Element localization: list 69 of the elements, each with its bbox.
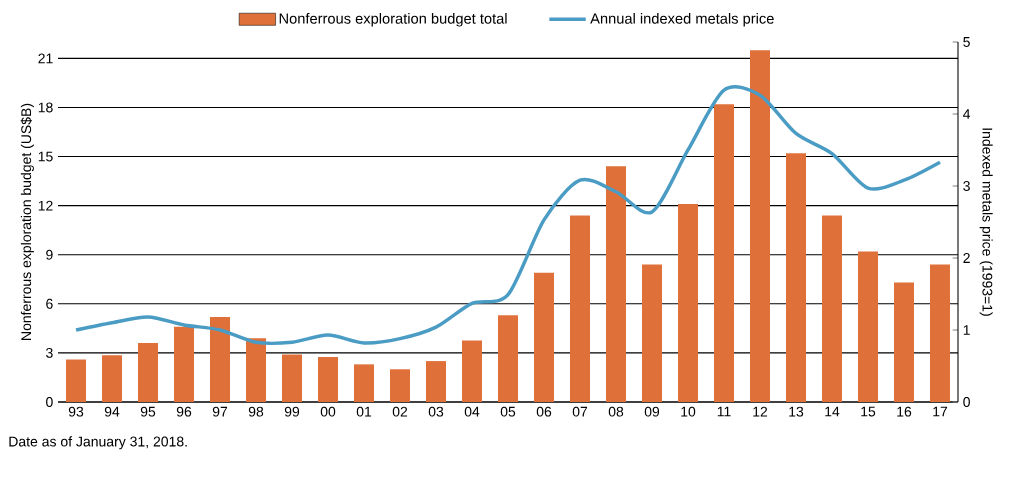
- x-tick-label: 16: [897, 406, 912, 417]
- y2-tick-label: 1: [963, 325, 970, 335]
- bar: [354, 364, 374, 402]
- x-tick-label: 11: [717, 406, 731, 417]
- x-tick-label: 04: [464, 406, 480, 417]
- x-tick-label: 96: [176, 406, 192, 417]
- y-tick-label: 6: [46, 298, 53, 309]
- bar: [678, 203, 698, 402]
- x-tick-label: 99: [284, 406, 300, 417]
- x-tick-label: 14: [825, 406, 840, 417]
- bar: [714, 104, 734, 402]
- x-tick-label: 02: [392, 406, 408, 417]
- y-tick-label: 9: [46, 249, 53, 260]
- x-tick-label: 01: [356, 406, 372, 417]
- y-tick-label: 12: [38, 200, 53, 211]
- x-tick-label: 12: [753, 406, 768, 417]
- x-tick-label: 94: [104, 406, 120, 417]
- y2-axis-title: Indexed metals price (1993=1): [979, 128, 993, 316]
- bar: [786, 153, 806, 402]
- bar: [750, 50, 770, 402]
- bar: [426, 361, 446, 402]
- bar: [102, 355, 123, 402]
- x-tick-label: 98: [248, 406, 264, 417]
- bar: [822, 215, 842, 402]
- bar: [498, 315, 518, 402]
- bar: [570, 215, 590, 402]
- y2-tick-label: 3: [963, 181, 970, 191]
- x-tick-label: 08: [608, 406, 624, 417]
- x-tick-label: 15: [861, 406, 876, 417]
- bar: [318, 356, 338, 402]
- x-tick-label: 13: [789, 406, 804, 417]
- bar: [210, 316, 230, 402]
- bar: [606, 166, 626, 402]
- x-tick-label: 17: [933, 406, 948, 417]
- bar: [138, 343, 159, 402]
- x-tick-label: 09: [644, 406, 660, 417]
- x-tick-label: 93: [68, 406, 84, 417]
- y-tick-label: 21: [38, 53, 53, 64]
- x-tick-label: 10: [681, 406, 696, 417]
- y-tick-label: 18: [38, 102, 53, 113]
- y-tick-label: 0: [46, 397, 53, 407]
- bar: [462, 340, 482, 402]
- bar: [858, 251, 878, 402]
- bar: [642, 264, 662, 402]
- x-tick-label: 97: [212, 406, 228, 417]
- x-tick-label: 07: [572, 406, 588, 417]
- bar: [174, 326, 195, 402]
- bar: [894, 282, 914, 402]
- bar: [930, 264, 950, 402]
- legend-label: Annual indexed metals price: [590, 12, 774, 27]
- bar: [534, 272, 554, 402]
- y-axis-title: Nonferrous exploration budget (US$B): [20, 103, 34, 340]
- x-tick-label: 05: [500, 406, 516, 417]
- bar: [66, 359, 87, 402]
- bar: [282, 354, 303, 402]
- legend-label: Nonferrous exploration budget total: [279, 12, 507, 27]
- x-tick-label: 06: [536, 406, 552, 417]
- x-tick-label: 03: [428, 406, 444, 417]
- y-tick-label: 3: [46, 347, 53, 358]
- y2-tick-label: 2: [963, 253, 970, 263]
- y-tick-label: 15: [38, 151, 53, 162]
- x-tick-label: 95: [140, 406, 156, 417]
- y2-tick-label: 5: [963, 37, 970, 47]
- y2-tick-label: 0: [963, 397, 970, 407]
- bar: [246, 338, 267, 402]
- text: Date as of January 31, 2018.: [9, 436, 187, 450]
- bar: [390, 369, 411, 402]
- y2-tick-label: 4: [963, 109, 971, 119]
- x-tick-label: 00: [320, 406, 336, 417]
